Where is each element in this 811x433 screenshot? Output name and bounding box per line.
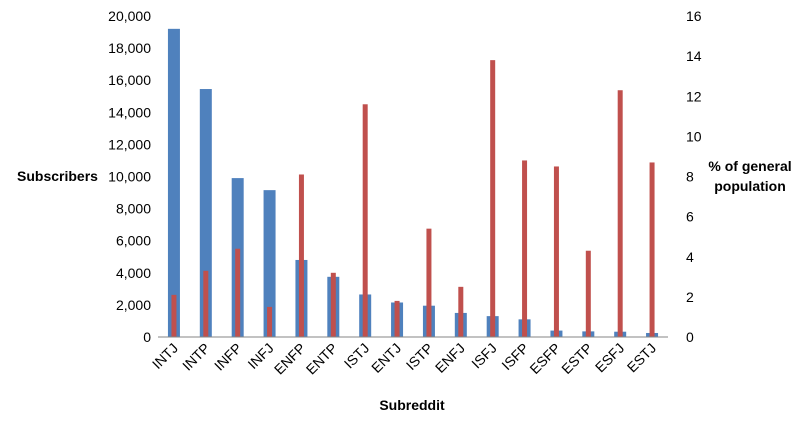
x-tick-label: ISTJ — [341, 340, 373, 372]
population-bar-istj — [362, 104, 368, 337]
x-tick-label: INTP — [179, 340, 213, 374]
population-bar-enfp — [298, 174, 304, 337]
right-tick-label: 4 — [686, 249, 694, 265]
subscribers-bar-infj — [263, 190, 276, 337]
x-tick-label: ESFP — [526, 340, 563, 377]
population-bar-infj — [267, 306, 273, 337]
x-tick-label: INFP — [211, 340, 245, 374]
left-tick-label: 4,000 — [116, 265, 151, 281]
population-bar-enfj — [458, 286, 464, 337]
y-axis-title: Subscribers — [17, 168, 98, 184]
right-tick-label: 10 — [686, 128, 702, 144]
left-tick-label: 14,000 — [108, 104, 151, 120]
x-tick-label: ESFJ — [592, 340, 628, 376]
x-tick-label: ISFP — [498, 340, 531, 373]
right-tick-label: 0 — [686, 329, 694, 345]
x-tick-label: ENFJ — [432, 340, 468, 376]
population-bar-isfp — [522, 160, 528, 337]
population-bar-entp — [330, 272, 336, 337]
x-tick-label: ISFJ — [468, 340, 500, 372]
left-tick-label: 2,000 — [116, 297, 151, 313]
right-tick-label: 2 — [686, 289, 694, 305]
left-tick-label: 12,000 — [108, 136, 151, 152]
x-tick-label: ENTP — [303, 340, 341, 378]
x-tick-label: ENFP — [271, 340, 309, 378]
right-tick-label: 6 — [686, 209, 694, 225]
x-tick-label: ESTP — [558, 340, 595, 377]
subscribers-bar-intp — [199, 89, 212, 337]
right-tick-label: 12 — [686, 88, 702, 104]
x-axis-title: Subreddit — [379, 397, 445, 413]
left-tick-label: 8,000 — [116, 201, 151, 217]
left-tick-label: 16,000 — [108, 72, 151, 88]
x-tick-label: ENTJ — [368, 340, 404, 376]
population-bar-estp — [585, 250, 591, 337]
left-axis-ticks: 0 2,000 4,000 6,000 8,000 10,000 12,000 14,000 1… — [108, 8, 151, 345]
x-tick-label: ISTP — [403, 340, 436, 373]
left-tick-label: 20,000 — [108, 8, 151, 24]
population-bar-infp — [235, 248, 241, 337]
left-tick-label: 10,000 — [108, 169, 151, 185]
left-tick-label: 18,000 — [108, 40, 151, 56]
x-tick-label: INTJ — [149, 340, 181, 372]
y2-axis-title-line-2: population — [714, 178, 786, 194]
right-tick-label: 8 — [686, 169, 694, 185]
population-bar-isfj — [490, 60, 496, 337]
right-tick-label: 14 — [686, 48, 702, 64]
plot-area — [167, 28, 659, 338]
left-tick-label: 0 — [143, 329, 151, 345]
subscribers-bar-intj — [167, 28, 180, 338]
population-bar-estj — [649, 162, 655, 337]
population-bar-entj — [394, 300, 400, 337]
population-bar-intp — [203, 270, 209, 337]
population-bar-esfj — [617, 90, 623, 337]
population-bar-intj — [171, 294, 177, 337]
right-axis-ticks: 0 2 4 6 8 10 12 14 16 — [686, 8, 702, 345]
right-tick-label: 16 — [686, 8, 702, 24]
y2-axis-title-line-1: % of general — [708, 158, 791, 174]
population-bar-istp — [426, 228, 432, 337]
left-tick-label: 6,000 — [116, 233, 151, 249]
x-tick-label: ESTJ — [624, 340, 660, 376]
population-bar-esfp — [553, 166, 559, 337]
